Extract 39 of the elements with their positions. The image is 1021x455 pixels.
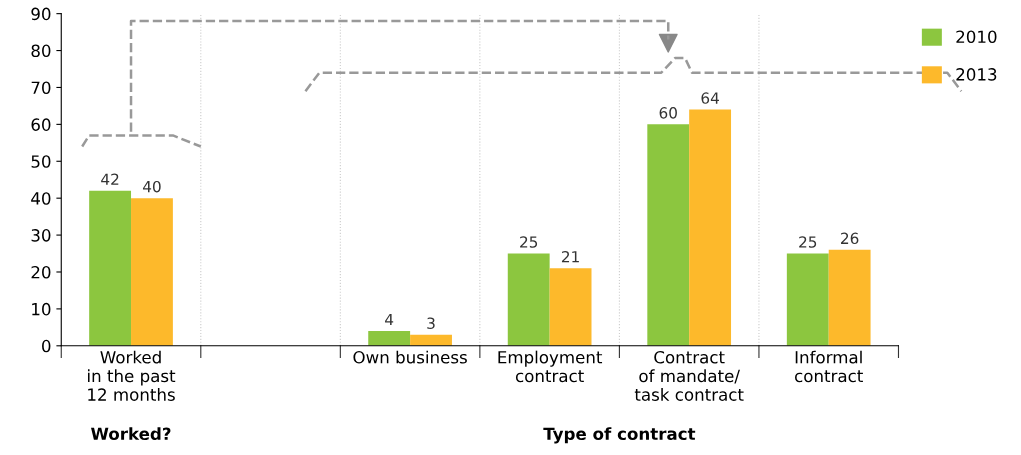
bar <box>507 253 550 346</box>
y-tick-label: 10 <box>32 302 51 316</box>
y-tick-label: 80 <box>31 44 51 58</box>
bar <box>410 334 452 346</box>
bar <box>131 198 173 346</box>
bar <box>689 109 732 346</box>
y-tick-label: 70 <box>31 81 51 95</box>
y-tick-label: 30 <box>31 229 51 242</box>
y-tick-label: 50 <box>31 155 51 168</box>
bar <box>368 331 411 346</box>
legend-label: 2010 <box>956 30 997 44</box>
bar <box>647 124 690 346</box>
y-tick-label: 40 <box>31 192 51 205</box>
y-tick-label: 60 <box>31 118 51 131</box>
x-tick-label: Own business <box>353 350 467 364</box>
data-label: 21 <box>561 251 579 263</box>
data-label: 64 <box>701 92 719 104</box>
text: Worked? <box>91 427 171 441</box>
x-tick-label: Worked in the past 12 months <box>88 350 176 401</box>
data-label: 3 <box>427 317 435 329</box>
data-label: 4 <box>385 313 394 326</box>
data-label: 25 <box>520 236 538 248</box>
y-tick-label: 0 <box>42 339 51 353</box>
y-tick-label: 20 <box>31 265 51 279</box>
data-label: 42 <box>101 173 119 185</box>
bar <box>786 253 829 346</box>
data-label: 60 <box>659 107 677 119</box>
data-label: 25 <box>799 236 817 248</box>
text: Type of contract <box>543 427 696 444</box>
legend-label: 2013 <box>956 68 997 81</box>
x-tick-label: Contract of mandate/ task contract <box>634 350 744 401</box>
bar <box>549 268 592 346</box>
data-label: 40 <box>142 180 161 193</box>
bar <box>89 190 132 346</box>
y-tick-label: 90 <box>31 7 51 21</box>
x-tick-label: Informal contract <box>795 350 863 383</box>
x-tick-label: Employment contract <box>498 350 603 383</box>
bar <box>828 249 871 346</box>
data-label: 26 <box>841 232 859 245</box>
